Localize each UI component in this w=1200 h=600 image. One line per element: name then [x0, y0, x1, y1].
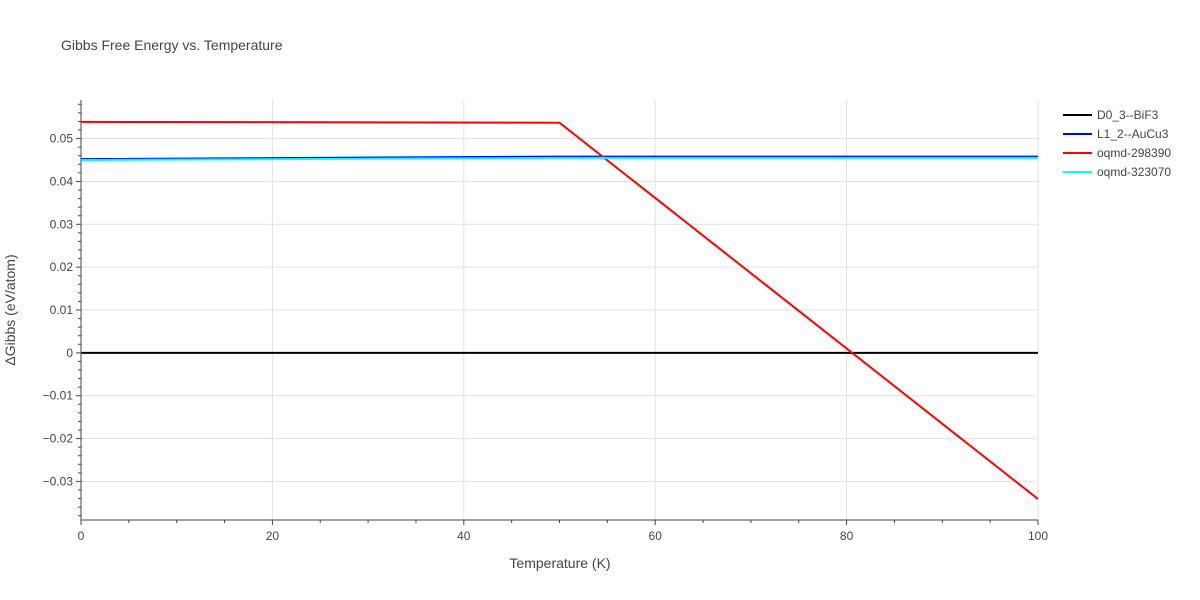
legend[interactable]: D0_3--BiF3 L1_2--AuCu3 oqmd-298390 oqmd-323… — [1063, 108, 1171, 179]
y-tick-label: −0.03 — [43, 474, 74, 488]
x-tick-label: 20 — [266, 529, 280, 543]
y-tick-label: −0.02 — [43, 432, 74, 446]
y-tick-label: −0.01 — [43, 389, 74, 403]
legend-label: oqmd-298390 — [1097, 146, 1171, 160]
y-tick-label: 0 — [66, 346, 73, 360]
legend-label: D0_3--BiF3 — [1097, 108, 1159, 122]
series-layer — [80, 120, 1039, 500]
x-tick-label: 40 — [457, 529, 471, 543]
y-tick-label: 0.01 — [50, 303, 74, 317]
x-tick-label: 60 — [649, 529, 663, 543]
x-tick-label: 0 — [78, 529, 85, 543]
legend-label: L1_2--AuCu3 — [1097, 127, 1169, 141]
series-line-l1-2-aucu3 — [80, 155, 1038, 161]
legend-item-d0-3-bif3[interactable]: D0_3--BiF3 — [1063, 108, 1159, 122]
grid — [81, 100, 1039, 520]
series-line-oqmd-323070 — [80, 156, 1038, 161]
legend-item-l1-2-aucu3[interactable]: L1_2--AuCu3 — [1063, 127, 1169, 141]
axes: 0 20 40 60 80 100 −0.03 −0.02 −0.01 0 0.01 0.02 0.03… — [43, 100, 1048, 543]
y-tick-label: 0.03 — [50, 217, 74, 231]
legend-label: oqmd-323070 — [1097, 165, 1171, 179]
legend-item-oqmd-298390[interactable]: oqmd-298390 — [1063, 146, 1171, 160]
y-tick-label: 0.05 — [50, 132, 74, 146]
y-tick-label: 0.02 — [50, 260, 74, 274]
x-tick-label: 80 — [840, 529, 854, 543]
y-axis-title: ΔGibbs (eV/atom) — [2, 254, 18, 365]
x-axis-title: Temperature (K) — [509, 555, 610, 571]
y-tick-label: 0.04 — [50, 174, 74, 188]
chart-title: Gibbs Free Energy vs. Temperature — [61, 37, 283, 53]
legend-item-oqmd-323070[interactable]: oqmd-323070 — [1063, 165, 1171, 179]
x-tick-label: 100 — [1028, 529, 1048, 543]
series-line-oqmd-298390 — [80, 120, 1039, 500]
